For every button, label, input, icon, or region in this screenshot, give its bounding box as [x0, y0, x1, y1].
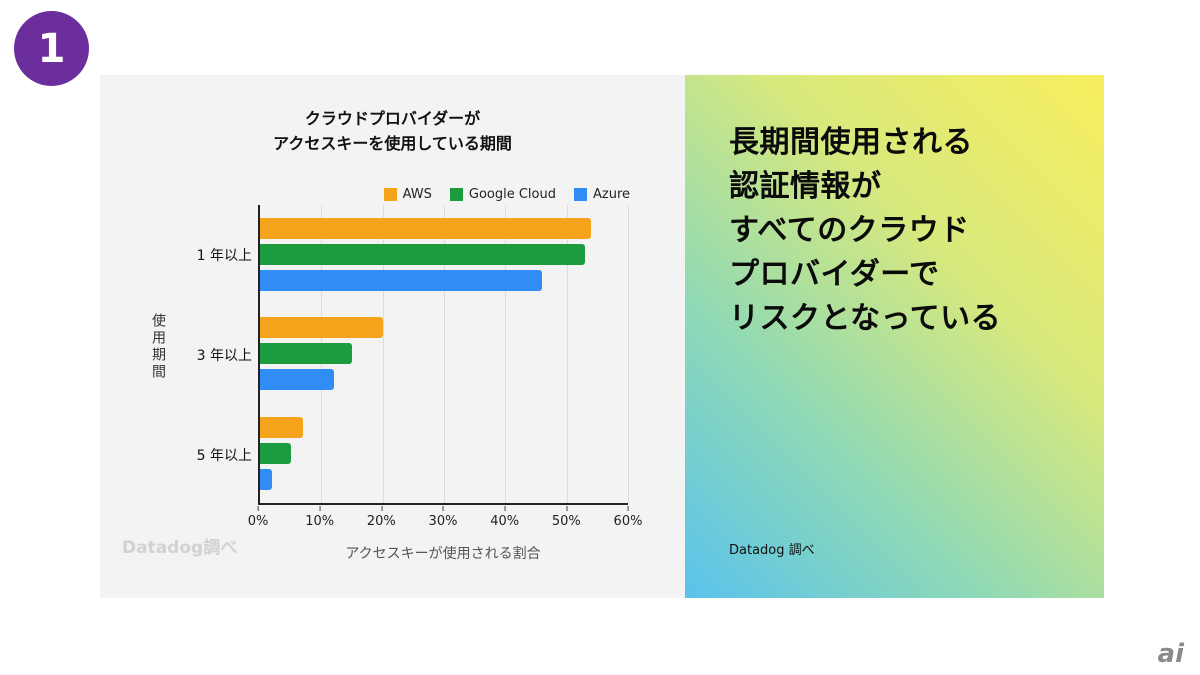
slide-number-badge: 1	[14, 11, 89, 86]
gridline	[505, 205, 507, 503]
bar-google-cloud-3	[260, 442, 291, 464]
brand-logo: ai	[1157, 639, 1184, 669]
chart-title: クラウドプロバイダーが アクセスキーを使用している期間	[100, 107, 685, 157]
category-label-3: 5 年以上	[196, 448, 252, 464]
bar-aws-1	[260, 218, 592, 240]
x-axis-ticks: 0% 10% 20% 30% 40% 50% 60%	[248, 505, 642, 531]
gridline	[566, 205, 568, 503]
legend-swatch-aws	[383, 188, 397, 201]
x-tick-6: 50%	[552, 505, 581, 529]
bar-google-cloud-1	[260, 244, 586, 266]
headline-line-3: すべてのクラウド	[729, 213, 970, 249]
bar-azure-1	[260, 270, 543, 292]
source-note: Datadog 調べ	[729, 543, 815, 558]
legend-swatch-google-cloud	[449, 188, 463, 201]
bar-aws-3	[260, 416, 303, 438]
plot-area	[258, 205, 629, 505]
legend-label-aws: AWS	[402, 187, 432, 202]
legend-item-aws: AWS	[383, 187, 432, 202]
y-axis-categories: 1 年以上 3 年以上 5 年以上	[100, 205, 252, 505]
bar-google-cloud-2	[260, 343, 352, 365]
source-watermark: Datadog調べ	[122, 538, 238, 558]
x-tick-5: 40%	[490, 505, 519, 529]
headline-line-4: プロバイダーで	[729, 257, 940, 293]
x-axis-title: アクセスキーが使用される割合	[345, 546, 541, 562]
legend-item-azure: Azure	[573, 187, 630, 202]
bar-group-1	[260, 205, 628, 304]
chart-title-line-1: クラウドプロバイダーが	[304, 109, 481, 128]
x-tick-7: 60%	[614, 505, 642, 529]
bar-azure-3	[260, 468, 273, 490]
chart-title-line-2: アクセスキーを使用している期間	[273, 133, 512, 153]
x-tick-3: 20%	[367, 505, 396, 529]
bar-aws-2	[260, 317, 383, 339]
category-label-1: 1 年以上	[196, 248, 252, 264]
chart-legend: AWS Google Cloud Azure	[383, 187, 630, 202]
headline: 長期間使用される 認証情報がすべてのクラウド プロバイダーでリスクとなっている	[729, 121, 1001, 341]
headline-line-5: リスクとなっている	[729, 301, 1002, 337]
bar-azure-2	[260, 369, 334, 391]
headline-line-1: 長期間使用される	[729, 125, 973, 160]
chart-panel: クラウドプロバイダーが アクセスキーを使用している期間 AWS Google Cl…	[100, 75, 685, 598]
gridline	[444, 205, 445, 503]
y-axis-title: 使用期間	[150, 313, 166, 381]
legend-item-google-cloud: Google Cloud	[449, 187, 556, 202]
message-panel: 長期間使用される 認証情報がすべてのクラウド プロバイダーでリスクとなっている Da…	[685, 75, 1104, 598]
gridline	[382, 205, 384, 503]
x-tick-2: 10%	[305, 505, 334, 529]
legend-label-azure: Azure	[592, 187, 630, 202]
legend-swatch-azure	[573, 188, 587, 201]
bar-group-2	[260, 304, 628, 403]
x-tick-1: 0%	[248, 505, 268, 529]
legend-label-google-cloud: Google Cloud	[468, 187, 556, 202]
bar-groups	[260, 205, 628, 503]
gridline	[628, 205, 629, 503]
x-tick-4: 30%	[429, 505, 457, 529]
category-label-2: 3 年以上	[196, 348, 252, 364]
headline-line-2: 認証情報が	[729, 169, 882, 205]
slide-number: 1	[37, 25, 66, 72]
bar-group-3	[260, 404, 628, 503]
